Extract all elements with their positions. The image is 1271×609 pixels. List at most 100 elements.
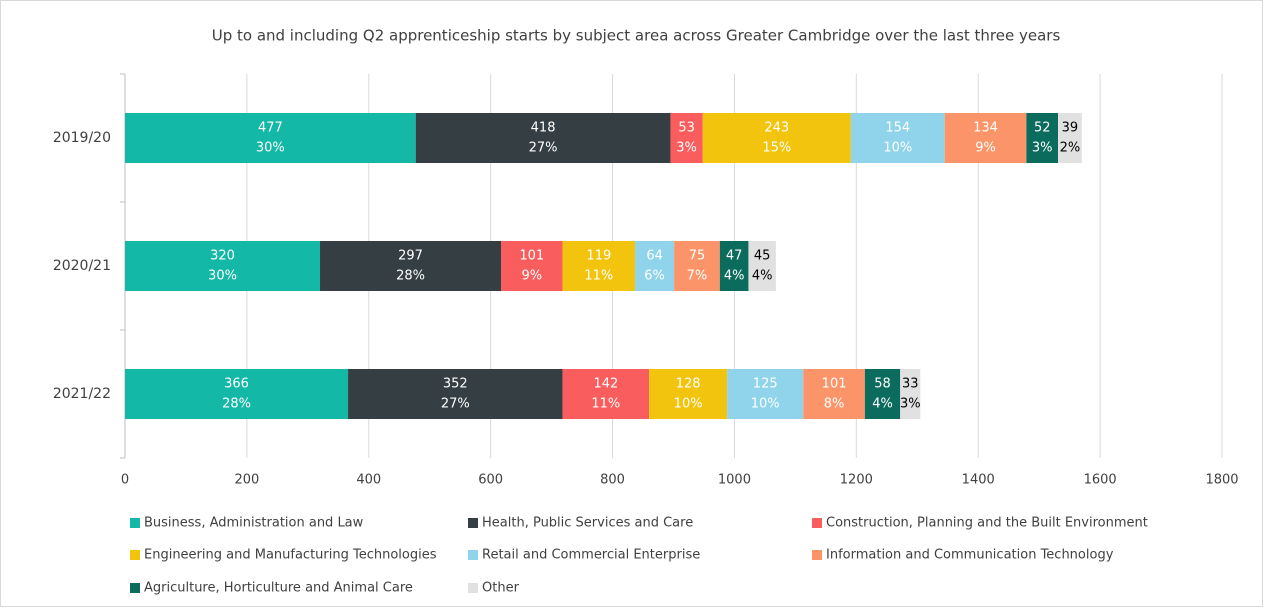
percent-label: 8% xyxy=(824,397,845,412)
value-label: 64 xyxy=(646,249,663,264)
value-label: 142 xyxy=(593,377,618,392)
percent-label: 6% xyxy=(644,269,665,284)
percent-label: 2% xyxy=(1060,141,1081,156)
percent-label: 30% xyxy=(208,269,237,284)
x-tick-label: 1000 xyxy=(718,473,751,488)
value-label: 125 xyxy=(753,377,778,392)
bar-segment xyxy=(670,113,703,163)
legend-label: Other xyxy=(482,581,520,596)
value-label: 33 xyxy=(902,377,919,392)
bar-segment xyxy=(1058,113,1082,163)
value-label: 52 xyxy=(1034,121,1051,136)
percent-label: 3% xyxy=(676,141,697,156)
bar-segment xyxy=(649,369,728,419)
bar-segment xyxy=(1026,113,1059,163)
value-label: 101 xyxy=(822,377,847,392)
chart-title: Up to and including Q2 apprenticeship st… xyxy=(212,27,1061,45)
value-label: 39 xyxy=(1062,121,1079,136)
legend-swatch xyxy=(130,550,140,560)
bar-segment xyxy=(702,113,851,163)
percent-label: 11% xyxy=(591,397,620,412)
bar-segment xyxy=(348,369,563,419)
legend-swatch xyxy=(812,518,822,528)
legend-label: Engineering and Manufacturing Technologi… xyxy=(144,548,437,563)
value-label: 128 xyxy=(676,377,701,392)
bar-segment xyxy=(562,369,650,419)
legend-label: Agriculture, Horticulture and Animal Car… xyxy=(144,581,413,596)
x-tick-label: 1600 xyxy=(1084,473,1117,488)
percent-label: 3% xyxy=(900,397,921,412)
bar-segment xyxy=(501,241,563,291)
percent-label: 9% xyxy=(975,141,996,156)
value-label: 53 xyxy=(678,121,695,136)
bar-segment xyxy=(864,369,901,419)
bar-segment xyxy=(635,241,675,291)
y-tick-label: 2020/21 xyxy=(53,258,111,274)
percent-label: 9% xyxy=(521,269,542,284)
bar-segment xyxy=(719,241,749,291)
legend-label: Information and Communication Technology xyxy=(826,548,1114,563)
bar-segment xyxy=(320,241,502,291)
x-tick-label: 600 xyxy=(478,473,503,488)
legend-swatch xyxy=(468,550,478,560)
value-label: 45 xyxy=(754,249,771,264)
bar-segment xyxy=(803,369,865,419)
y-tick-label: 2021/22 xyxy=(53,386,111,402)
bar-segment xyxy=(125,241,321,291)
percent-label: 10% xyxy=(883,141,912,156)
percent-label: 15% xyxy=(762,141,791,156)
legend-swatch xyxy=(130,518,140,528)
value-label: 47 xyxy=(726,249,743,264)
legend-label: Retail and Commercial Enterprise xyxy=(482,548,700,563)
legend-swatch xyxy=(468,518,478,528)
percent-label: 11% xyxy=(584,269,613,284)
bar-segment xyxy=(125,113,416,163)
value-label: 366 xyxy=(224,377,249,392)
bar-segment xyxy=(674,241,720,291)
percent-label: 27% xyxy=(529,141,558,156)
percent-label: 4% xyxy=(724,269,745,284)
bar-segment xyxy=(748,241,776,291)
x-tick-label: 1200 xyxy=(840,473,873,488)
bar-segment xyxy=(415,113,671,163)
legend-swatch xyxy=(812,550,822,560)
x-tick-label: 800 xyxy=(600,473,625,488)
percent-label: 4% xyxy=(752,269,773,284)
percent-label: 28% xyxy=(396,269,425,284)
value-label: 297 xyxy=(398,249,423,264)
x-tick-label: 400 xyxy=(356,473,381,488)
value-label: 101 xyxy=(519,249,544,264)
y-tick-label: 2019/20 xyxy=(53,130,111,146)
percent-label: 10% xyxy=(674,397,703,412)
legend-label: Business, Administration and Law xyxy=(144,516,364,531)
bar-segment xyxy=(125,369,349,419)
bar-segment xyxy=(900,369,921,419)
legend-label: Health, Public Services and Care xyxy=(482,516,693,531)
x-tick-label: 200 xyxy=(234,473,259,488)
percent-label: 7% xyxy=(687,269,708,284)
value-label: 418 xyxy=(531,121,556,136)
legend-swatch xyxy=(468,583,478,593)
legend-label: Construction, Planning and the Built Env… xyxy=(826,516,1148,531)
value-label: 320 xyxy=(210,249,235,264)
x-tick-label: 1400 xyxy=(962,473,995,488)
percent-label: 27% xyxy=(441,397,470,412)
bar-segment xyxy=(850,113,945,163)
bar-segment xyxy=(727,369,804,419)
value-label: 477 xyxy=(258,121,283,136)
percent-label: 10% xyxy=(751,397,780,412)
percent-label: 4% xyxy=(872,397,893,412)
value-label: 75 xyxy=(689,249,706,264)
value-label: 243 xyxy=(764,121,789,136)
percent-label: 3% xyxy=(1032,141,1053,156)
bar-segment xyxy=(944,113,1027,163)
value-label: 352 xyxy=(443,377,468,392)
value-label: 134 xyxy=(973,121,998,136)
x-tick-label: 1800 xyxy=(1205,473,1238,488)
bar-segment xyxy=(562,241,636,291)
value-label: 58 xyxy=(874,377,891,392)
percent-label: 28% xyxy=(222,397,251,412)
value-label: 119 xyxy=(586,249,611,264)
value-label: 154 xyxy=(885,121,910,136)
